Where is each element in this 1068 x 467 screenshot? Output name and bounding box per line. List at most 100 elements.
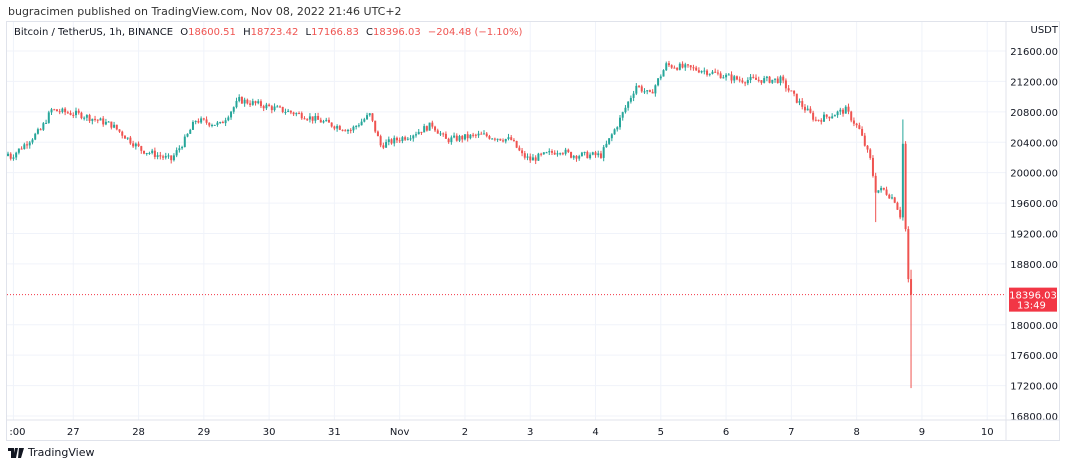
candle-body (619, 117, 621, 128)
candle-body (284, 111, 287, 113)
candle-body (648, 90, 651, 92)
candle-body (96, 119, 99, 121)
candle-body (504, 138, 507, 142)
candle-body (692, 67, 695, 69)
candle-body (94, 118, 97, 120)
candle-body (85, 115, 88, 118)
candle-body (469, 134, 472, 139)
candle-body (189, 129, 192, 134)
price-tick-label: 17600.00 (1010, 351, 1058, 362)
candle-body (409, 138, 412, 140)
candle-body (317, 115, 320, 120)
candle-body (814, 119, 817, 121)
symbol-title: Bitcoin / TetherUS, 1h, BINANCE (14, 27, 174, 38)
candle-body (115, 124, 118, 130)
candle-body (809, 108, 812, 113)
candle-body (344, 130, 347, 132)
candle-body (385, 142, 388, 148)
candle-body (580, 152, 583, 157)
high-value: H18723.42 (243, 27, 299, 38)
candle-body (863, 135, 866, 146)
candle-body (200, 118, 203, 123)
time-tick-label: 10 (981, 427, 994, 438)
candle-body (240, 96, 243, 104)
time-tick-label: 7 (788, 427, 794, 438)
candle-body (183, 136, 186, 147)
candle-body (404, 137, 407, 140)
candle-body (442, 133, 445, 135)
candle-body (417, 131, 420, 135)
candle-body (534, 157, 537, 161)
candle-body (227, 117, 230, 121)
time-tick-label: 4 (592, 427, 598, 438)
candle-body (480, 133, 483, 135)
candle-body (50, 109, 53, 113)
candle-body (850, 111, 853, 121)
chart-frame[interactable] (6, 21, 1060, 441)
candle-body (39, 129, 42, 131)
candle-body (314, 115, 317, 121)
candle-body (420, 131, 423, 133)
candle-body (292, 112, 295, 115)
candle-body (47, 112, 50, 123)
candle-body (624, 107, 627, 113)
candle-body (665, 63, 668, 71)
candle-body (706, 70, 709, 75)
candle-body (657, 78, 660, 86)
candle-body (311, 116, 314, 121)
candle-body (23, 144, 26, 150)
candle-body (697, 70, 700, 73)
candle-body (507, 137, 510, 139)
candle-body (230, 111, 233, 118)
candle-body (279, 106, 281, 108)
candle-body (493, 138, 496, 140)
candle-body (259, 101, 262, 107)
candle-body (327, 119, 330, 123)
candle-body (455, 135, 458, 141)
candle-body (205, 119, 208, 123)
brand-label: TradingView (28, 446, 95, 459)
candle-body (80, 112, 83, 119)
candle-body (599, 153, 602, 158)
candle-body (597, 153, 600, 156)
candle-body (760, 80, 763, 83)
candle-body (28, 142, 31, 146)
time-tick-label: 8 (853, 427, 859, 438)
candle-body (202, 118, 205, 120)
candle-body (113, 124, 116, 128)
candle-body (608, 138, 611, 144)
candle-body (798, 101, 801, 103)
candle-body (172, 155, 175, 161)
candle-body (453, 135, 456, 138)
candle-body (463, 134, 466, 140)
price-tick-label: 20800.00 (1010, 108, 1058, 119)
candle-body (662, 70, 665, 77)
candle-body (382, 145, 385, 148)
candle-body (752, 76, 755, 78)
candle-body (616, 127, 619, 130)
candle-body (9, 153, 12, 159)
candle-body (83, 117, 86, 119)
candle-body (20, 148, 23, 150)
candle-body (640, 86, 643, 92)
candle-body (211, 124, 213, 126)
price-tick-label: 21600.00 (1010, 47, 1058, 58)
candle-body (831, 116, 834, 119)
time-tick-label: 29 (197, 427, 210, 438)
candle-body (461, 136, 464, 140)
candle-body (531, 157, 534, 161)
candle-body (289, 110, 292, 113)
candle-body (904, 143, 907, 230)
candle-body (510, 137, 513, 140)
candle-body (496, 138, 499, 140)
candle-body (121, 131, 124, 136)
candle-body (444, 133, 447, 139)
candle-body (371, 113, 374, 121)
candle-body (542, 152, 545, 155)
candle-body (719, 73, 722, 79)
candle-body (763, 78, 766, 83)
candle-body (907, 229, 910, 280)
candle-body (75, 110, 77, 116)
candle-body (515, 140, 518, 148)
